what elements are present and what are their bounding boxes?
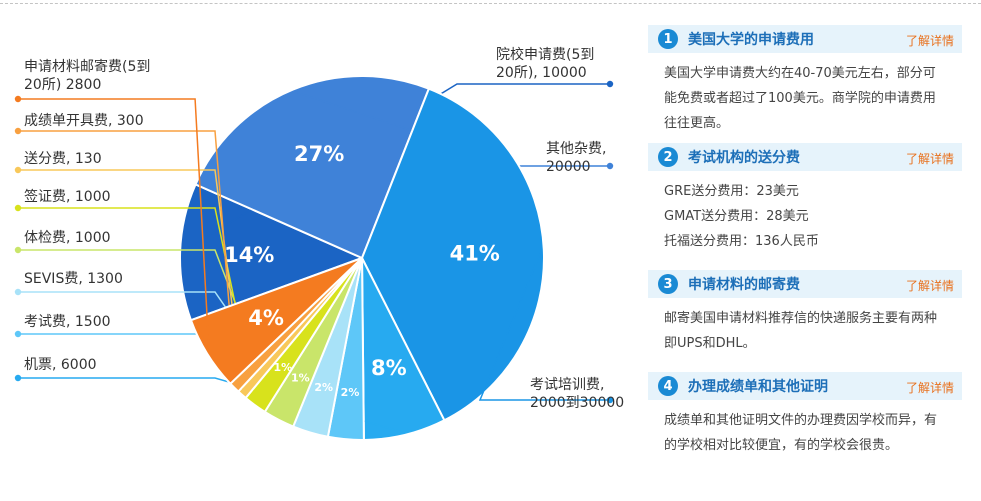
- section-header: 2 考试机构的送分费 了解详情: [648, 143, 962, 171]
- leader-dot: [14, 166, 22, 174]
- slice-category-label: 成绩单开具费, 300: [24, 112, 144, 130]
- slice-percent-label: 41%: [450, 241, 500, 265]
- section-body: 美国大学申请费大约在40-70美元左右，部分可 能免费或者超过了100美元。商学…: [648, 53, 962, 146]
- slice-label-line: SEVIS费, 1300: [24, 271, 123, 287]
- slice-label-line: 院校申请费(5到: [496, 47, 595, 63]
- section-text-line: GMAT送分费用：28美元: [664, 209, 809, 224]
- slice-label-line: 20000: [546, 159, 591, 175]
- section-text-line: 美国大学申请费大约在40-70美元左右，部分可: [664, 66, 936, 81]
- slice-label-line: 体检费, 1000: [24, 230, 111, 246]
- slice-category-label: 签证费, 1000: [24, 188, 111, 206]
- slice-label-line: 申请材料邮寄费(5到: [24, 59, 151, 75]
- leader-line: [478, 249, 610, 401]
- pie-slice: [179, 183, 365, 322]
- leader-dot: [14, 374, 22, 382]
- section-body: GRE送分费用：23美元 GMAT送分费用：28美元 托福送分费用：136人民币: [648, 171, 962, 264]
- slice-category-label: 院校申请费(5到 20所), 10000: [496, 46, 594, 82]
- section-transcript-fee: 4 办理成绩单和其他证明 了解详情 成绩单和其他证明文件的办理费因学校而异，有 …: [648, 372, 962, 474]
- leader-dot: [606, 80, 614, 88]
- section-text-line: 即UPS和DHL。: [664, 336, 756, 351]
- slice-percent-label: 14%: [224, 243, 274, 267]
- pie-slice: [189, 257, 363, 386]
- slice-label-line: 20所) 2800: [24, 77, 102, 93]
- slice-percent-label: 2%: [314, 381, 333, 394]
- section-number-badge: 1: [658, 29, 678, 49]
- section-title: 申请材料的邮寄费: [688, 277, 800, 293]
- leader-dot: [14, 204, 22, 212]
- learn-more-link[interactable]: 了解详情: [905, 152, 954, 166]
- section-text-line: 成绩单和其他证明文件的办理费因学校而异，有: [664, 413, 938, 428]
- section-text-line: 托福送分费用：136人民币: [664, 234, 819, 249]
- section-number-badge: 2: [658, 147, 678, 167]
- slice-category-label: 申请材料邮寄费(5到 20所) 2800: [24, 58, 150, 94]
- learn-more-link[interactable]: 了解详情: [905, 381, 954, 395]
- pie-slice: [194, 75, 431, 260]
- leader-dot: [14, 330, 22, 338]
- slice-label-line: 考试费, 1500: [24, 314, 111, 330]
- section-text-line: 的学校相对比较便宜，有的学校会很贵。: [664, 438, 899, 453]
- section-title: 美国大学的申请费用: [688, 32, 814, 48]
- slice-category-label: 送分费, 130: [24, 150, 102, 168]
- slice-label-line: 成绩单开具费, 300: [24, 113, 144, 129]
- section-body: 成绩单和其他证明文件的办理费因学校而异，有 的学校相对比较便宜，有的学校会很贵。: [648, 400, 962, 468]
- section-mailing-fee: 3 申请材料的邮寄费 了解详情 邮寄美国申请材料推荐信的快递服务主要有两种 即U…: [648, 270, 962, 372]
- section-score-report-fee: 2 考试机构的送分费 了解详情 GRE送分费用：23美元 GMAT送分费用：28…: [648, 143, 962, 270]
- slice-label-line: 机票, 6000: [24, 357, 97, 373]
- section-number-badge: 4: [658, 376, 678, 396]
- leader-dot: [14, 95, 22, 103]
- slice-label-line: 2000到30000: [530, 395, 625, 411]
- slice-percent-label: 2%: [341, 386, 360, 399]
- pie-chart: 14% 27% 41% 8% 2% 2% 1% 1% 4% 院校申请费(5到 20所), 1000…: [14, 46, 624, 442]
- section-number-badge: 3: [658, 274, 678, 294]
- slice-category-label: SEVIS费, 1300: [24, 270, 123, 288]
- slice-percent-label: 27%: [294, 142, 344, 166]
- learn-more-link[interactable]: 了解详情: [905, 279, 954, 293]
- slice-category-label: 考试费, 1500: [24, 313, 111, 331]
- leader-line: [18, 130, 237, 387]
- info-panel: 1 美国大学的申请费用 了解详情 美国大学申请费大约在40-70美元左右，部分可…: [648, 25, 962, 474]
- section-title: 考试机构的送分费: [688, 150, 800, 166]
- section-body: 邮寄美国申请材料推荐信的快递服务主要有两种 即UPS和DHL。: [648, 298, 962, 366]
- leader-dot: [14, 127, 22, 135]
- leader-dot: [14, 288, 22, 296]
- leader-dot: [14, 246, 22, 254]
- slice-label-line: 送分费, 130: [24, 151, 102, 167]
- section-application-fee: 1 美国大学的申请费用 了解详情 美国大学申请费大约在40-70美元左右，部分可…: [648, 25, 962, 143]
- slice-category-label: 体检费, 1000: [24, 229, 111, 247]
- section-text-line: GRE送分费用：23美元: [664, 184, 799, 199]
- section-header: 1 美国大学的申请费用 了解详情: [648, 25, 962, 53]
- slice-category-label: 机票, 6000: [24, 356, 97, 374]
- pie-slice: [360, 87, 545, 422]
- section-text-line: 往往更高。: [664, 116, 730, 131]
- section-title: 办理成绩单和其他证明: [688, 379, 828, 395]
- top-dashed-divider: [0, 3, 981, 4]
- leader-line: [18, 98, 210, 353]
- slice-percent-label: 8%: [371, 356, 407, 380]
- section-header: 4 办理成绩单和其他证明 了解详情: [648, 372, 962, 400]
- slice-label-line: 考试培训费,: [530, 377, 605, 393]
- slice-label-line: 其他杂费,: [546, 141, 607, 157]
- slice-percent-label: 4%: [248, 306, 284, 330]
- section-header: 3 申请材料的邮寄费 了解详情: [648, 270, 962, 298]
- slice-percent-label: 1%: [291, 372, 310, 385]
- slice-percent-label: 1%: [273, 361, 292, 374]
- section-text-line: 能免费或者超过了100美元。商学院的申请费用: [664, 91, 936, 106]
- slice-label-line: 签证费, 1000: [24, 189, 111, 205]
- leader-dot: [606, 162, 614, 170]
- learn-more-link[interactable]: 了解详情: [905, 34, 954, 48]
- pie-chart-svg: 14% 27% 41% 8% 2% 2% 1%1% 4%: [14, 75, 614, 442]
- section-text-line: 邮寄美国申请材料推荐信的快递服务主要有两种: [664, 311, 938, 326]
- leader-dot: [606, 396, 614, 404]
- slice-category-label: 考试培训费, 2000到30000: [530, 376, 624, 412]
- slice-category-label: 其他杂费, 20000: [546, 140, 606, 176]
- slice-label-line: 20所), 10000: [496, 65, 587, 81]
